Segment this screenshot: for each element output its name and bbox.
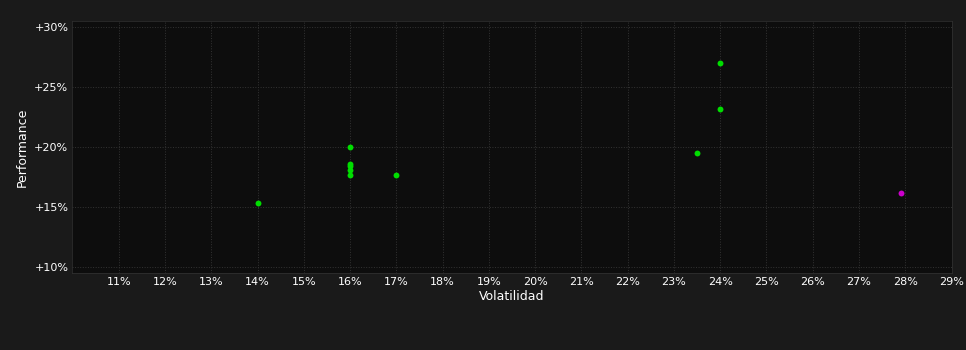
Point xyxy=(250,201,266,206)
Point xyxy=(713,106,728,111)
X-axis label: Volatilidad: Volatilidad xyxy=(479,290,545,303)
Point xyxy=(690,150,705,156)
Point xyxy=(388,172,404,177)
Point xyxy=(342,167,357,173)
Point xyxy=(342,163,357,169)
Point xyxy=(342,172,357,177)
Point xyxy=(342,161,357,167)
Y-axis label: Performance: Performance xyxy=(15,107,29,187)
Point xyxy=(713,60,728,66)
Point xyxy=(893,190,908,195)
Point xyxy=(342,144,357,150)
